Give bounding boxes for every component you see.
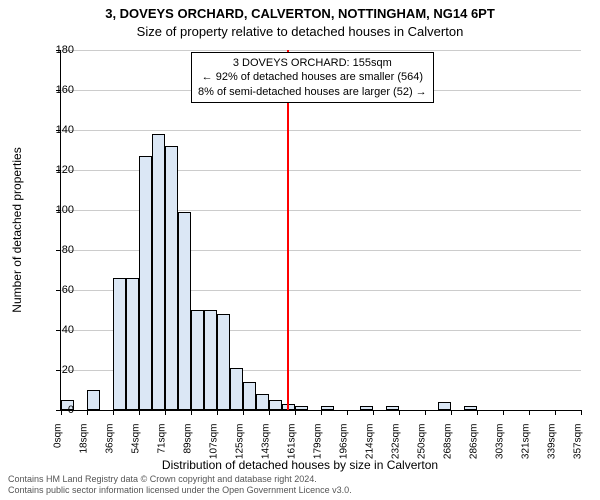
x-tick-mark <box>555 410 556 415</box>
x-tick-mark <box>113 410 114 415</box>
histogram-bar <box>295 406 308 410</box>
x-tick-mark <box>477 410 478 415</box>
annotation-line: 3 DOVEYS ORCHARD: 155sqm <box>198 56 427 70</box>
x-tick-mark <box>269 410 270 415</box>
histogram-bar <box>243 382 256 410</box>
y-tick-label: 120 <box>44 164 74 176</box>
annotation-line: 8% of semi-detached houses are larger (5… <box>198 85 427 99</box>
x-tick-mark <box>295 410 296 415</box>
x-tick-mark <box>399 410 400 415</box>
histogram-bar <box>178 212 191 410</box>
x-tick-mark <box>165 410 166 415</box>
y-tick-label: 60 <box>44 284 74 296</box>
histogram-bar <box>217 314 230 410</box>
y-tick-label: 160 <box>44 84 74 96</box>
histogram-bar <box>204 310 217 410</box>
histogram-bar <box>126 278 139 410</box>
x-tick-mark <box>373 410 374 415</box>
x-tick-mark <box>529 410 530 415</box>
histogram-bar <box>113 278 126 410</box>
x-tick-mark <box>191 410 192 415</box>
x-axis-label: Distribution of detached houses by size … <box>0 458 600 472</box>
y-tick-label: 180 <box>44 44 74 56</box>
grid-line <box>61 130 581 131</box>
y-axis-label: Number of detached properties <box>10 147 24 312</box>
x-tick-mark <box>451 410 452 415</box>
histogram-bar <box>256 394 269 410</box>
footer-attribution: Contains HM Land Registry data © Crown c… <box>8 474 352 496</box>
x-tick-mark <box>321 410 322 415</box>
grid-line <box>61 50 581 51</box>
histogram-bar <box>191 310 204 410</box>
footer-line-2: Contains public sector information licen… <box>8 485 352 496</box>
x-tick-mark <box>347 410 348 415</box>
y-tick-label: 0 <box>44 404 74 416</box>
chart-title-address: 3, DOVEYS ORCHARD, CALVERTON, NOTTINGHAM… <box>0 6 600 21</box>
x-tick-mark <box>87 410 88 415</box>
histogram-bar <box>230 368 243 410</box>
histogram-bar <box>360 406 373 410</box>
x-tick-mark <box>503 410 504 415</box>
x-tick-mark <box>139 410 140 415</box>
y-tick-label: 20 <box>44 364 74 376</box>
histogram-bar <box>464 406 477 410</box>
histogram-bar <box>269 400 282 410</box>
histogram-bar <box>438 402 451 410</box>
plot-area: 3 DOVEYS ORCHARD: 155sqm← 92% of detache… <box>60 50 581 411</box>
y-tick-label: 100 <box>44 204 74 216</box>
histogram-bar <box>139 156 152 410</box>
footer-line-1: Contains HM Land Registry data © Crown c… <box>8 474 352 485</box>
histogram-bar <box>386 406 399 410</box>
histogram-bar <box>165 146 178 410</box>
marker-line <box>287 50 289 410</box>
y-tick-label: 80 <box>44 244 74 256</box>
histogram-bar <box>152 134 165 410</box>
x-tick-mark <box>581 410 582 415</box>
annotation-box: 3 DOVEYS ORCHARD: 155sqm← 92% of detache… <box>191 52 434 103</box>
x-tick-mark <box>243 410 244 415</box>
chart-subtitle: Size of property relative to detached ho… <box>0 24 600 39</box>
chart-container: 3, DOVEYS ORCHARD, CALVERTON, NOTTINGHAM… <box>0 0 600 500</box>
x-tick-mark <box>217 410 218 415</box>
annotation-line: ← 92% of detached houses are smaller (56… <box>198 70 427 84</box>
y-tick-label: 140 <box>44 124 74 136</box>
histogram-bar <box>321 406 334 410</box>
x-tick-mark <box>425 410 426 415</box>
y-tick-label: 40 <box>44 324 74 336</box>
histogram-bar <box>87 390 100 410</box>
